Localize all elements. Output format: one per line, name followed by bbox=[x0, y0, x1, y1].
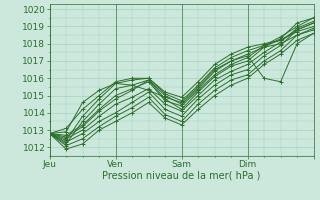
X-axis label: Pression niveau de la mer( hPa ): Pression niveau de la mer( hPa ) bbox=[102, 171, 261, 181]
